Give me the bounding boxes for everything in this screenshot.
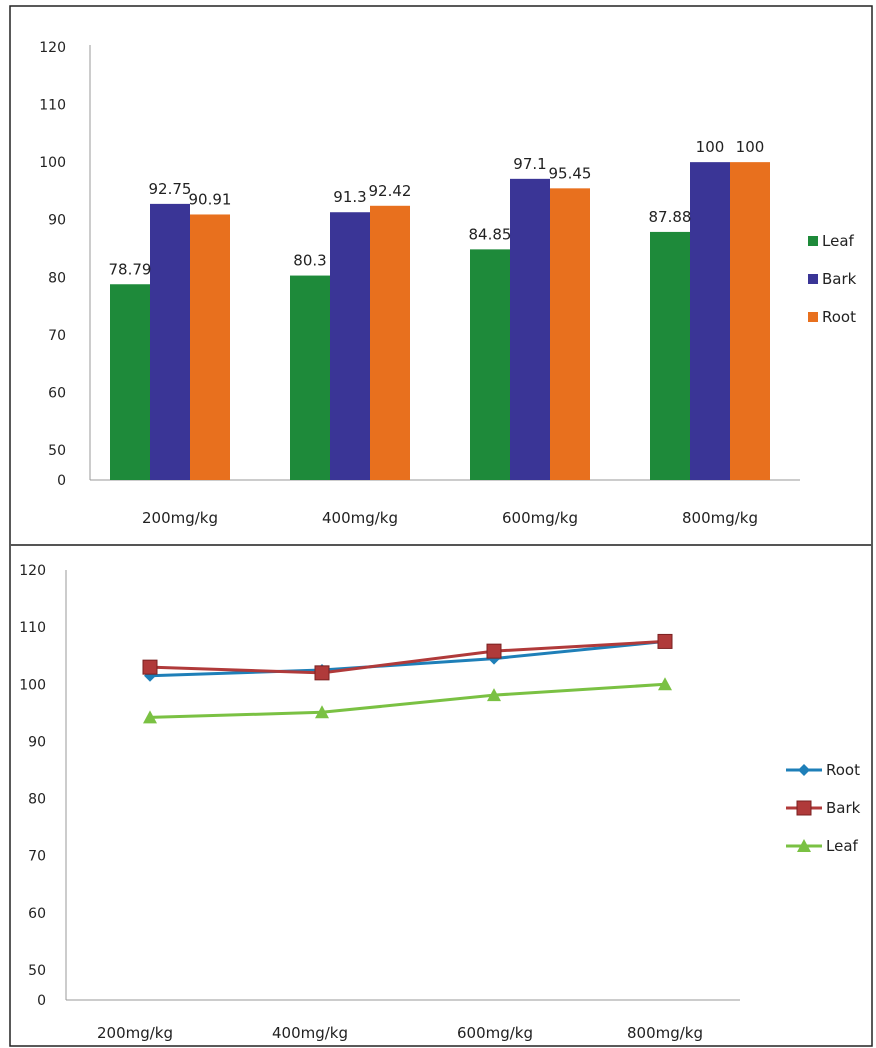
- line-legend-marker: [796, 800, 812, 816]
- bar-y-tick-label: 120: [39, 40, 66, 56]
- bar-root: [550, 188, 590, 480]
- bar-y-axis: 0 50 60 70 80 90 100 110 120: [39, 40, 91, 489]
- line-point-leaf: [143, 710, 157, 724]
- line-point-bark: [142, 659, 158, 675]
- bar-y-tick-label: 110: [39, 98, 66, 114]
- bar-leaf: [290, 275, 330, 480]
- bar-legend-swatch: [808, 236, 818, 246]
- bar-data-label: 100: [696, 138, 725, 156]
- bar-leaf: [470, 249, 510, 480]
- line-y-tick-label: 0: [37, 993, 46, 1009]
- line-x-tick-label: 400mg/kg: [272, 1024, 348, 1042]
- bar-root: [730, 162, 770, 480]
- bar-data-label: 92.42: [369, 182, 412, 200]
- bar-data-label: 87.88: [649, 208, 692, 226]
- bar-root: [370, 205, 410, 481]
- bar-root: [190, 214, 230, 480]
- bar-data-label: 92.75: [149, 180, 192, 198]
- line-y-tick-label: 100: [19, 677, 46, 693]
- line-series-leaf: [149, 682, 666, 719]
- line-y-tick-label: 80: [28, 792, 46, 808]
- bar-legend: Leaf Bark Root: [808, 232, 857, 326]
- bar-data-label: 84.85: [469, 225, 512, 243]
- bar-leaf: [110, 284, 150, 480]
- bar-bark: [330, 212, 370, 481]
- bar-legend-label: Bark: [822, 270, 857, 288]
- line-y-tick-label: 110: [19, 620, 46, 636]
- line-y-axis: 0 50 60 70 80 90 100 110 120: [19, 563, 67, 1009]
- bar-data-label: 80.3: [293, 252, 326, 270]
- bar-legend-label: Root: [822, 308, 856, 326]
- line-y-tick-label: 70: [28, 849, 46, 865]
- bar-x-tick-label: 400mg/kg: [322, 509, 398, 527]
- bar-data-label: 97.1: [513, 155, 546, 173]
- bar-bark: [150, 203, 190, 480]
- bar-y-tick-label: 90: [48, 213, 66, 229]
- line-point-bark: [486, 643, 502, 659]
- line-series-bark: [149, 639, 666, 675]
- bar-data-label: 100: [736, 138, 765, 156]
- bar-legend-swatch: [808, 274, 818, 284]
- bar-y-tick-label: 0: [57, 473, 66, 489]
- line-y-tick-label: 90: [28, 734, 46, 750]
- line-x-tick-label: 200mg/kg: [97, 1024, 173, 1042]
- line-chart: 0 50 60 70 80 90 100 110 120 200mg/kg 400mg/kg 600…: [19, 563, 860, 1042]
- bar-data-label: 90.91: [189, 190, 232, 208]
- bar-x-axis: 200mg/kg 400mg/kg 600mg/kg 800mg/kg: [90, 479, 800, 527]
- line-x-axis: 200mg/kg 400mg/kg 600mg/kg 800mg/kg: [66, 999, 740, 1042]
- line-series-root: [149, 639, 666, 678]
- line-legend-marker: [797, 839, 811, 852]
- bar-data-label: 91.3: [333, 188, 366, 206]
- line-point-leaf: [315, 705, 329, 719]
- line-y-tick-label: 60: [28, 906, 46, 922]
- bar-data-label: 78.79: [109, 260, 152, 278]
- bar-data-label: 95.45: [549, 164, 592, 182]
- line-legend-marker: [798, 764, 810, 776]
- bar-x-tick-label: 200mg/kg: [142, 509, 218, 527]
- line-legend-label: Bark: [826, 799, 861, 817]
- line-legend-label: Root: [826, 761, 860, 779]
- line-point-leaf: [658, 677, 672, 691]
- bar-bark: [690, 162, 730, 480]
- line-y-tick-label: 50: [28, 963, 46, 979]
- line-x-tick-label: 800mg/kg: [627, 1024, 703, 1042]
- figure-border: [9, 5, 873, 1047]
- bar-leaf: [650, 231, 690, 480]
- bar-y-tick-label: 70: [48, 328, 66, 344]
- bar-chart: 0 50 60 70 80 90 100 110 120 200mg/kg 400mg/kg 600…: [39, 40, 856, 527]
- bar-bark: [510, 178, 550, 481]
- line-x-tick-label: 600mg/kg: [457, 1024, 533, 1042]
- line-legend: Root Bark Leaf: [786, 761, 861, 855]
- bar-legend-label: Leaf: [822, 232, 855, 250]
- bar-x-tick-label: 600mg/kg: [502, 509, 578, 527]
- line-legend-label: Leaf: [826, 837, 859, 855]
- bar-y-tick-label: 60: [48, 385, 66, 401]
- line-y-tick-label: 120: [19, 563, 46, 579]
- line-point-leaf: [487, 688, 501, 702]
- bar-y-tick-label: 50: [48, 443, 66, 459]
- bar-x-tick-label: 800mg/kg: [682, 509, 758, 527]
- bar-data-labels: 78.79 80.3 84.85 87.88 92.75 91.3 97.1 100 90.91…: [109, 138, 765, 278]
- line-point-bark: [657, 633, 673, 649]
- line-point-bark: [314, 665, 330, 681]
- bar-legend-swatch: [808, 312, 818, 322]
- bar-y-tick-label: 100: [39, 155, 66, 171]
- bar-marks: [110, 162, 770, 481]
- line-marks: [142, 633, 673, 724]
- bar-y-tick-label: 80: [48, 270, 66, 286]
